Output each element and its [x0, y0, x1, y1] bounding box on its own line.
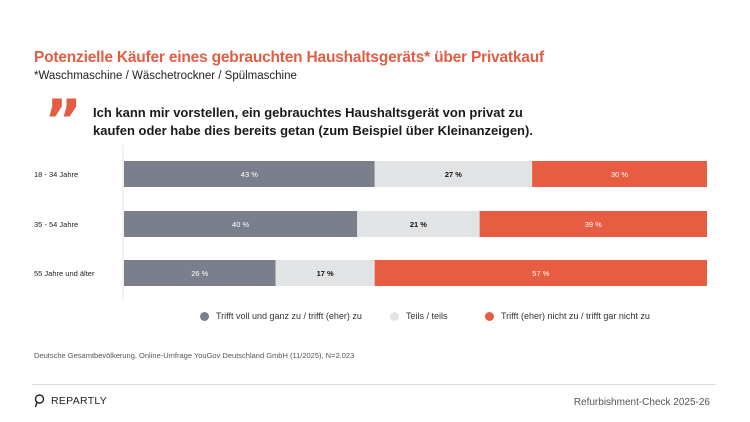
report-name: Refurbishment-Check 2025-26 — [573, 397, 710, 408]
stacked-bar-chart: 18 - 34 Jahre 43 % 27 % 30 % 35 - 54 Jahre 40… — [34, 145, 707, 300]
bar-segment — [532, 161, 707, 187]
bar-segment — [124, 211, 358, 237]
data-label: 30 % — [611, 170, 628, 179]
brand-name: REPARTLY — [51, 395, 108, 407]
category-label: 55 Jahre und älter — [34, 269, 95, 278]
legend-label: Teils / teils — [406, 311, 448, 321]
legend-label: Trifft voll und ganz zu / trifft (eher) … — [216, 311, 362, 321]
bar-segment — [124, 161, 375, 187]
bar-segment — [275, 260, 375, 286]
legend-item-disagree: Trifft (eher) nicht zu / trifft gar nich… — [485, 311, 650, 321]
data-label: 26 % — [191, 269, 208, 278]
bar-segment — [374, 161, 533, 187]
legend-item-agree: Trifft voll und ganz zu / trifft (eher) … — [200, 311, 362, 321]
data-label: 40 % — [232, 220, 249, 229]
data-label: 43 % — [241, 170, 258, 179]
divider — [32, 384, 716, 385]
repartly-logo-icon — [34, 394, 45, 408]
source-note: Deutsche Gesamtbevölkerung, Online-Umfra… — [34, 351, 355, 360]
legend-item-neutral: Teils / teils — [390, 311, 448, 321]
category-label: 35 - 54 Jahre — [34, 220, 78, 229]
data-label: 27 % — [445, 170, 462, 179]
data-label: 17 % — [317, 269, 334, 278]
bar-segment — [124, 260, 276, 286]
legend-swatch — [390, 311, 399, 321]
bar-segment — [357, 211, 480, 237]
data-label: 21 % — [410, 220, 427, 229]
category-label: 18 - 34 Jahre — [34, 170, 78, 179]
data-label: 57 % — [532, 269, 549, 278]
chart-subtitle: *Waschmaschine / Wäschetrockner / Spülma… — [34, 70, 297, 82]
legend-label: Trifft (eher) nicht zu / trifft gar nich… — [501, 311, 650, 321]
quote-mark-icon: ” — [44, 87, 82, 155]
chart-title: Potenzielle Käufer eines gebrauchten Hau… — [34, 49, 544, 66]
data-label: 39 % — [585, 220, 602, 229]
brand-logo: REPARTLY — [34, 394, 107, 408]
survey-statement: Ich kann mir vorstellen, ein gebrauchtes… — [93, 105, 533, 138]
bar-segment — [374, 260, 707, 286]
legend-swatch — [200, 311, 209, 321]
bar-segment — [479, 211, 707, 237]
legend-swatch — [485, 311, 494, 321]
